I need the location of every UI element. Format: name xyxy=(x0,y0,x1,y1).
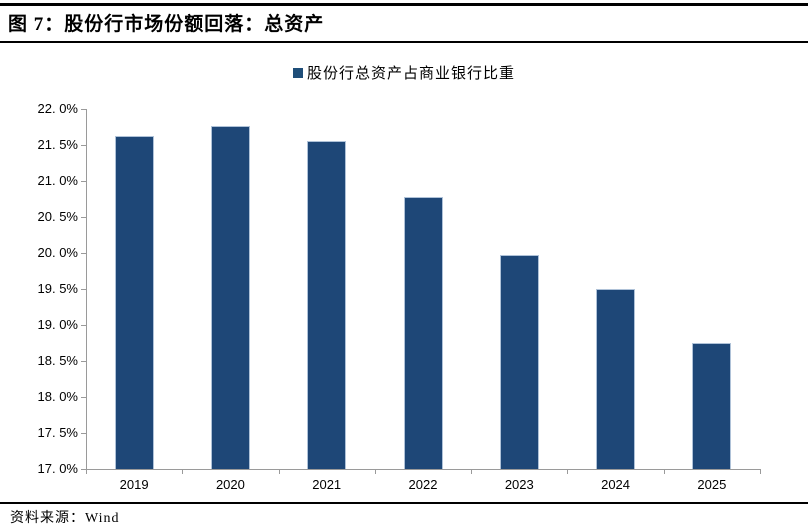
y-axis-line xyxy=(86,109,87,469)
y-tick-label: 20. 0% xyxy=(37,245,78,260)
bar-2025 xyxy=(692,343,732,469)
x-tick-label: 2025 xyxy=(697,477,727,492)
x-tick-label: 2024 xyxy=(601,477,631,492)
y-tick xyxy=(81,397,86,398)
legend: 股份行总资产占商业银行比重 xyxy=(0,62,808,83)
y-tick xyxy=(81,325,86,326)
x-tick xyxy=(567,470,569,474)
bottom-rule xyxy=(0,502,808,504)
y-tick xyxy=(81,217,86,218)
bar-2022 xyxy=(403,196,443,469)
x-tick xyxy=(86,470,87,474)
bar-2024 xyxy=(596,289,636,469)
title-rule xyxy=(0,41,808,43)
y-tick xyxy=(81,361,86,362)
y-tick xyxy=(81,433,86,434)
y-tick-label: 19. 5% xyxy=(37,281,78,296)
bar-2021 xyxy=(307,141,347,469)
x-tick-label: 2019 xyxy=(119,477,149,492)
x-tick xyxy=(760,470,761,474)
x-axis-line xyxy=(86,469,761,470)
y-tick xyxy=(81,289,86,290)
figure-title: 图 7：股份行市场份额回落：总资产 xyxy=(8,14,325,35)
y-tick-label: 17. 0% xyxy=(37,461,78,476)
y-tick-label: 18. 0% xyxy=(37,389,78,404)
x-tick-label: 2020 xyxy=(215,477,245,492)
bar-2019 xyxy=(114,136,154,469)
y-tick xyxy=(81,253,86,254)
x-tick xyxy=(471,470,473,474)
y-tick-label: 22. 0% xyxy=(37,101,78,116)
x-tick xyxy=(182,470,184,474)
x-tick xyxy=(374,470,376,474)
x-tick-label: 2022 xyxy=(408,477,438,492)
legend-marker-icon xyxy=(292,67,303,78)
y-tick xyxy=(81,469,86,470)
y-tick-label: 19. 0% xyxy=(37,317,78,332)
y-tick-label: 18. 5% xyxy=(37,353,78,368)
bar-2020 xyxy=(210,126,250,469)
source-note: 资料来源：Wind xyxy=(10,511,120,526)
x-tick-label: 2023 xyxy=(504,477,534,492)
top-rule xyxy=(0,3,808,6)
y-tick-label: 21. 5% xyxy=(37,137,78,152)
legend-label: 股份行总资产占商业银行比重 xyxy=(306,65,515,82)
x-tick xyxy=(278,470,280,474)
y-tick xyxy=(81,145,86,146)
y-tick xyxy=(81,109,86,110)
y-tick xyxy=(81,181,86,182)
bar-2023 xyxy=(499,255,539,469)
x-tick xyxy=(663,470,665,474)
y-tick-label: 20. 5% xyxy=(37,209,78,224)
y-tick-label: 17. 5% xyxy=(37,425,78,440)
x-tick-label: 2021 xyxy=(312,477,342,492)
y-tick-label: 21. 0% xyxy=(37,173,78,188)
